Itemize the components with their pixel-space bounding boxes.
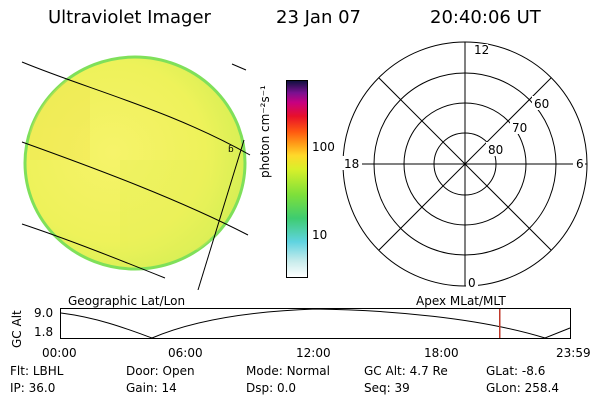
timeline-tick-3: 18:00 [424, 346, 459, 360]
timeline-tick-1: 06:00 [168, 346, 203, 360]
footer-glat: GLat: -8.6 [486, 364, 546, 378]
uv-image-panel: ɓ [21, 55, 251, 290]
footer-gc-alt: GC Alt: 4.7 Re [364, 364, 448, 378]
altitude-curve [60, 308, 571, 339]
mlt-label-6: 6 [576, 157, 584, 171]
grid-glyph: ɓ [228, 145, 234, 155]
mlat-label-80: 80 [488, 143, 503, 157]
timeline-tick-0: 00:00 [42, 346, 77, 360]
footer-dsp: Dsp: 0.0 [246, 381, 297, 395]
colorbar-tick-10: 10 [312, 228, 328, 242]
colorbar-tick-100: 100 [312, 140, 335, 154]
geographic-grid-label: Geographic Lat/Lon [68, 294, 186, 308]
colorbar-unit-label: photon cm⁻²s⁻¹ [258, 85, 272, 178]
timeline-tick-4: 23:59 [556, 346, 591, 360]
footer-ip: IP: 36.0 [10, 381, 56, 395]
lat-line-1 [21, 61, 251, 156]
geographic-grid-lines [21, 61, 251, 290]
mlat-label-70: 70 [512, 121, 527, 135]
footer-door: Door: Open [126, 364, 195, 378]
footer-glon: GLon: 258.4 [486, 381, 559, 395]
mlat-label-60: 60 [534, 97, 549, 111]
date-label: 23 Jan 07 [276, 7, 361, 28]
timeline-ylabel: GC Alt [10, 310, 24, 348]
lon-line [197, 139, 245, 290]
polar-diag-2 [378, 77, 552, 251]
lat-line-2 [21, 141, 249, 236]
footer-gain: Gain: 14 [126, 381, 177, 395]
grid-tick [231, 63, 247, 71]
timeline-ymin: 1.8 [34, 325, 54, 339]
timeline-frame [60, 308, 571, 339]
mlt-label-18: 18 [344, 157, 359, 171]
altitude-timeline [60, 308, 571, 339]
apex-grid-label: Apex MLat/MLT [416, 294, 506, 308]
footer-seq: Seq: 39 [364, 381, 410, 395]
footer-mode: Mode: Normal [246, 364, 330, 378]
colorbar [286, 80, 308, 278]
mlt-label-12: 12 [474, 43, 489, 57]
time-label: 20:40:06 UT [430, 7, 541, 28]
polar-grid: 12 18 6 0 60 70 80 [342, 41, 588, 290]
footer-flt: Flt: LBHL [10, 364, 64, 378]
timeline-tick-2: 12:00 [296, 346, 331, 360]
timeline-ymax: 9.0 [34, 306, 54, 320]
lat-line-3 [21, 223, 166, 279]
mlt-label-0: 0 [468, 276, 476, 290]
instrument-title: Ultraviolet Imager [48, 7, 211, 28]
earth-disk [23, 55, 247, 271]
